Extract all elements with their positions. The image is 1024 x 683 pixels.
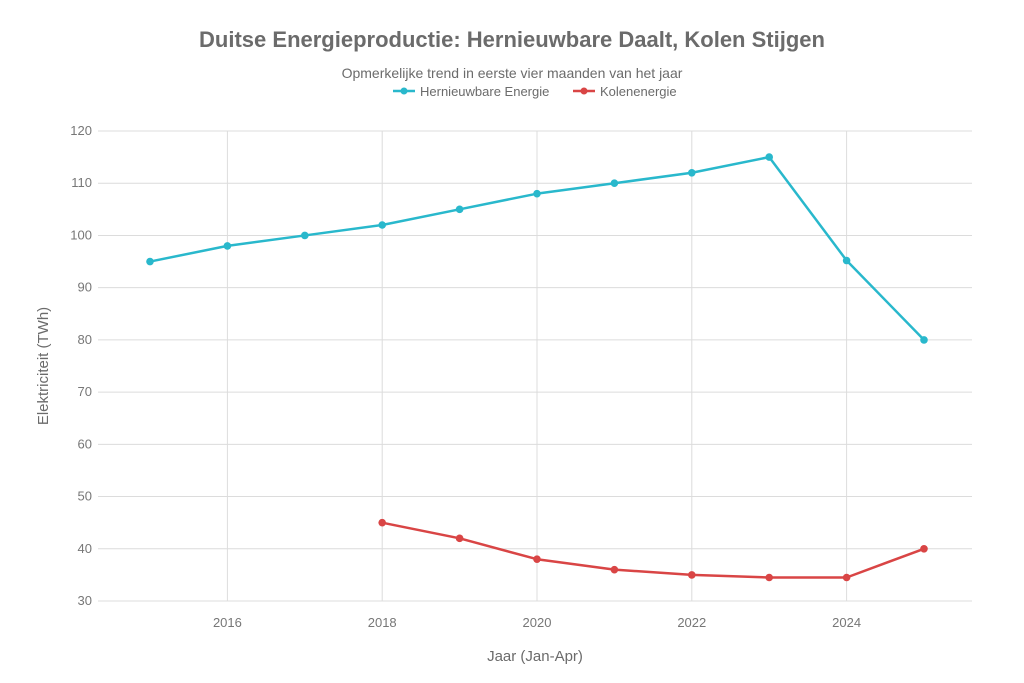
data-point[interactable] (688, 168, 696, 177)
y-tick-label: 100 (70, 227, 92, 242)
series-group (146, 153, 928, 582)
data-point[interactable] (765, 153, 773, 161)
data-point[interactable] (301, 231, 309, 240)
series-line (381, 521, 925, 579)
y-tick-label: 110 (71, 175, 92, 190)
legend-marker-icon (580, 87, 588, 95)
data-point[interactable] (378, 221, 387, 229)
x-tick-label: 2022 (677, 615, 706, 630)
data-point[interactable] (533, 555, 541, 564)
y-tick-label: 70 (78, 384, 92, 399)
chart-title: Duitse Energieproductie: Hernieuwbare Da… (199, 27, 825, 52)
x-tick-labels: 2016 2018 2020 2022 2024 (213, 615, 861, 630)
x-tick-label: 2016 (213, 615, 242, 630)
legend-label: Kolenenergie (600, 84, 677, 99)
y-tick-label: 80 (78, 332, 92, 347)
data-point[interactable] (765, 573, 773, 582)
data-point[interactable] (223, 242, 232, 250)
data-point[interactable] (378, 518, 387, 527)
x-axis-title: Jaar (Jan-Apr) (487, 648, 583, 665)
legend-item[interactable]: Kolenenergie (573, 84, 677, 99)
series-hernieuwbare-energie (146, 153, 928, 344)
data-point[interactable] (688, 571, 696, 579)
y-tick-label: 40 (78, 541, 92, 556)
y-tick-label: 50 (78, 489, 92, 504)
data-point[interactable] (920, 336, 928, 344)
legend: Hernieuwbare Energie Kolenenergie (393, 84, 677, 99)
data-point[interactable] (842, 573, 851, 582)
y-axis-title: Elektriciteit (TWh) (35, 307, 52, 425)
data-point[interactable] (455, 534, 464, 543)
data-point[interactable] (842, 256, 851, 265)
y-tick-label: 60 (78, 436, 92, 451)
x-gridlines (226, 131, 848, 601)
y-gridlines (98, 130, 972, 602)
x-tick-label: 2020 (523, 615, 552, 630)
data-point[interactable] (146, 257, 154, 266)
data-point[interactable] (610, 565, 619, 574)
chart-subtitle: Opmerkelijke trend in eerste vier maande… (342, 65, 683, 81)
x-tick-label: 2024 (832, 615, 861, 630)
y-tick-label: 120 (70, 123, 92, 138)
legend-marker-icon (400, 87, 408, 95)
y-tick-label: 30 (78, 593, 92, 608)
legend-label: Hernieuwbare Energie (420, 84, 549, 99)
data-point[interactable] (455, 205, 464, 214)
y-tick-label: 90 (78, 280, 92, 295)
legend-item[interactable]: Hernieuwbare Energie (393, 84, 549, 99)
data-point[interactable] (920, 544, 928, 553)
series-kolenenergie (378, 518, 928, 582)
data-point[interactable] (610, 179, 619, 188)
data-point[interactable] (533, 189, 541, 198)
x-tick-label: 2018 (368, 615, 397, 630)
y-tick-labels: 30 40 50 60 70 80 90 100 110 120 (70, 123, 92, 608)
